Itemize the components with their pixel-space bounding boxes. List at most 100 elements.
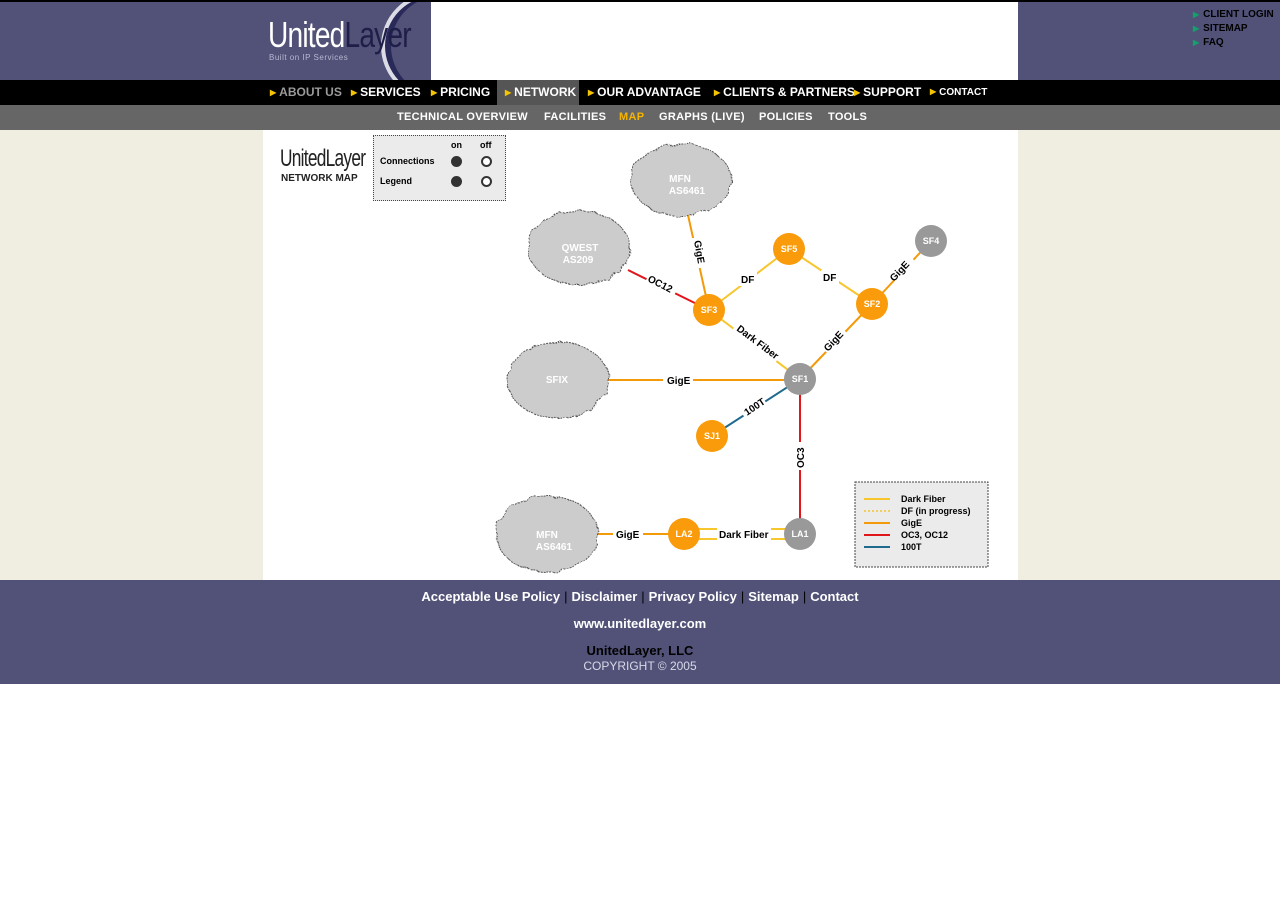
- main-nav: ▶ ABOUT US ▶ SERVICES ▶ PRICING ▶ NETWORK ▶ O…: [0, 80, 1280, 105]
- subnav-technical-overview[interactable]: TECHNICAL OVERVIEW: [397, 111, 528, 123]
- legend-df-in-progress: DF (in progress): [901, 506, 971, 516]
- label-sf3-sf5: DF: [741, 275, 754, 286]
- logo-wordmark: UnitedLayer: [268, 14, 412, 56]
- node-la1-label: LA1: [791, 529, 808, 539]
- label-sf5-sf2: DF: [823, 273, 836, 284]
- cloud-mfn-top-line2: AS6461: [669, 186, 706, 197]
- footer-disclaimer[interactable]: Disclaimer: [571, 589, 638, 604]
- footer-separator: |: [740, 589, 745, 604]
- connections-on-radio[interactable]: [451, 156, 462, 167]
- node-sj1[interactable]: SJ1: [696, 420, 728, 452]
- node-sj1-label: SJ1: [704, 431, 720, 441]
- nav-about-us-label: ABOUT US: [279, 85, 342, 99]
- cloud-mfn-top-line1: MFN: [669, 174, 691, 185]
- legend-on-radio[interactable]: [451, 176, 462, 187]
- node-la2-label: LA2: [675, 529, 692, 539]
- nav-services-label: SERVICES: [360, 85, 421, 99]
- node-la1[interactable]: LA1: [784, 518, 816, 550]
- legend-dark-fiber: Dark Fiber: [901, 494, 946, 504]
- network-map: GigE OC12 DF DF GigE Dark Fiber GigE Gig…: [495, 143, 989, 573]
- triangle-icon: ▶: [1193, 10, 1200, 19]
- display-toggle-panel: on off Connections Legend: [373, 135, 506, 201]
- footer-acceptable-use-policy[interactable]: Acceptable Use Policy: [421, 589, 561, 604]
- node-sf1-label: SF1: [792, 374, 809, 384]
- footer-url[interactable]: www.unitedlayer.com: [573, 616, 707, 631]
- subnav-map[interactable]: MAP: [619, 111, 645, 123]
- node-la2[interactable]: LA2: [668, 518, 700, 550]
- toggle-off-header: off: [480, 140, 492, 150]
- arrow-icon: ▶: [431, 88, 438, 97]
- header: UnitedLayer Built on IP Services ▶ CLIENT…: [0, 0, 1280, 80]
- cloud-qwest[interactable]: QWEST AS209: [527, 210, 631, 286]
- cloud-qwest-line2: AS209: [563, 255, 594, 266]
- nav-network[interactable]: ▶ NETWORK: [497, 80, 579, 105]
- node-sf1[interactable]: SF1: [784, 363, 816, 395]
- footer-sitemap[interactable]: Sitemap: [748, 589, 799, 604]
- cloud-mfn-bottom-line1: MFN: [536, 530, 558, 541]
- node-sf2-label: SF2: [864, 299, 881, 309]
- subnav-graphs-live[interactable]: GRAPHS (LIVE): [659, 111, 745, 123]
- map-logo-subtitle: NETWORK MAP: [281, 173, 358, 184]
- toggle-on-header: on: [451, 140, 462, 150]
- nav-clients-partners[interactable]: ▶ CLIENTS & PARTNERS: [714, 80, 855, 105]
- connections-off-radio[interactable]: [481, 156, 492, 167]
- nav-pricing-label: PRICING: [440, 85, 491, 99]
- client-login-link[interactable]: ▶ CLIENT LOGIN: [1193, 8, 1274, 22]
- sitemap-link[interactable]: ▶ SITEMAP: [1193, 22, 1274, 36]
- network-map-panel: GigE OC12 DF DF GigE Dark Fiber GigE Gig…: [263, 130, 1018, 580]
- nav-services[interactable]: ▶ SERVICES: [351, 80, 421, 105]
- legend-oc3-oc12: OC3, OC12: [901, 530, 948, 540]
- triangle-icon: ▶: [1193, 38, 1200, 47]
- sub-nav: TECHNICAL OVERVIEW FACILITIES MAP GRAPHS…: [0, 105, 1280, 130]
- subnav-policies[interactable]: POLICIES: [759, 111, 813, 123]
- node-sf5[interactable]: SF5: [773, 233, 805, 265]
- cloud-mfn-bottom[interactable]: MFN AS6461: [495, 495, 599, 573]
- label-sf3-sf1: Dark Fiber: [734, 324, 780, 363]
- logo-layer: Layer: [344, 14, 411, 55]
- footer-privacy-policy[interactable]: Privacy Policy: [648, 589, 737, 604]
- link-labels: GigE OC12 DF DF GigE Dark Fiber GigE Gig…: [613, 238, 919, 542]
- subnav-tools[interactable]: TOOLS: [828, 111, 868, 123]
- footer-contact[interactable]: Contact: [810, 589, 859, 604]
- top-links: ▶ CLIENT LOGIN ▶ SITEMAP ▶ FAQ: [1193, 8, 1274, 50]
- arrow-icon: ▶: [270, 88, 277, 97]
- network-map-logo: UnitedLayer NETWORK MAP: [280, 145, 398, 184]
- footer-separator: |: [641, 589, 645, 604]
- node-sf2[interactable]: SF2: [856, 288, 888, 320]
- legend-off-radio[interactable]: [481, 176, 492, 187]
- label-sf1-la1: OC3: [796, 447, 807, 468]
- node-sf3[interactable]: SF3: [693, 294, 725, 326]
- cloud-qwest-line1: QWEST: [562, 243, 599, 254]
- nav-clients-partners-label: CLIENTS & PARTNERS: [723, 85, 855, 99]
- node-sf4[interactable]: SF4: [915, 225, 947, 257]
- cloud-sfix[interactable]: SFIX: [506, 341, 610, 419]
- cloud-mfn-top[interactable]: MFN AS6461: [630, 143, 732, 217]
- toggle-connections-label: Connections: [380, 156, 435, 166]
- nav-support[interactable]: ▶ SUPPORT: [854, 80, 921, 105]
- arrow-icon: ▶: [351, 88, 358, 97]
- footer-separator: |: [802, 589, 807, 604]
- nodes: SF5 SF4 SF3 SF2 SF1 SJ1 LA2 LA1: [668, 225, 947, 550]
- node-sf4-label: SF4: [923, 236, 940, 246]
- nav-network-label: NETWORK: [514, 85, 577, 99]
- label-sfix-sf1: GigE: [667, 376, 691, 387]
- unitedlayer-logo[interactable]: UnitedLayer Built on IP Services: [263, 2, 431, 80]
- header-banner: UnitedLayer Built on IP Services ▶ CLIENT…: [263, 2, 1274, 80]
- cloud-sfix-label: SFIX: [546, 375, 569, 386]
- nav-our-advantage-label: OUR ADVANTAGE: [597, 85, 701, 99]
- subnav-facilities[interactable]: FACILITIES: [544, 111, 607, 123]
- arrow-icon: ▶: [505, 88, 512, 97]
- label-la2-la1: Dark Fiber: [719, 530, 769, 541]
- faq-label: FAQ: [1203, 37, 1224, 48]
- map-logo-wordmark: UnitedLayer: [280, 145, 366, 172]
- nav-support-label: SUPPORT: [863, 85, 922, 99]
- nav-about-us[interactable]: ▶ ABOUT US: [270, 80, 342, 105]
- arrow-icon: ▶: [854, 88, 861, 97]
- nav-our-advantage[interactable]: ▶ OUR ADVANTAGE: [588, 80, 701, 105]
- nav-pricing[interactable]: ▶ PRICING: [431, 80, 490, 105]
- cloud-mfn-bottom-line2: AS6461: [536, 542, 573, 553]
- faq-link[interactable]: ▶ FAQ: [1193, 36, 1274, 50]
- logo-arc-decoration: [381, 2, 431, 80]
- label-mfn-sf3: GigE: [691, 240, 706, 265]
- nav-contact[interactable]: ▶ CONTACT: [930, 80, 987, 105]
